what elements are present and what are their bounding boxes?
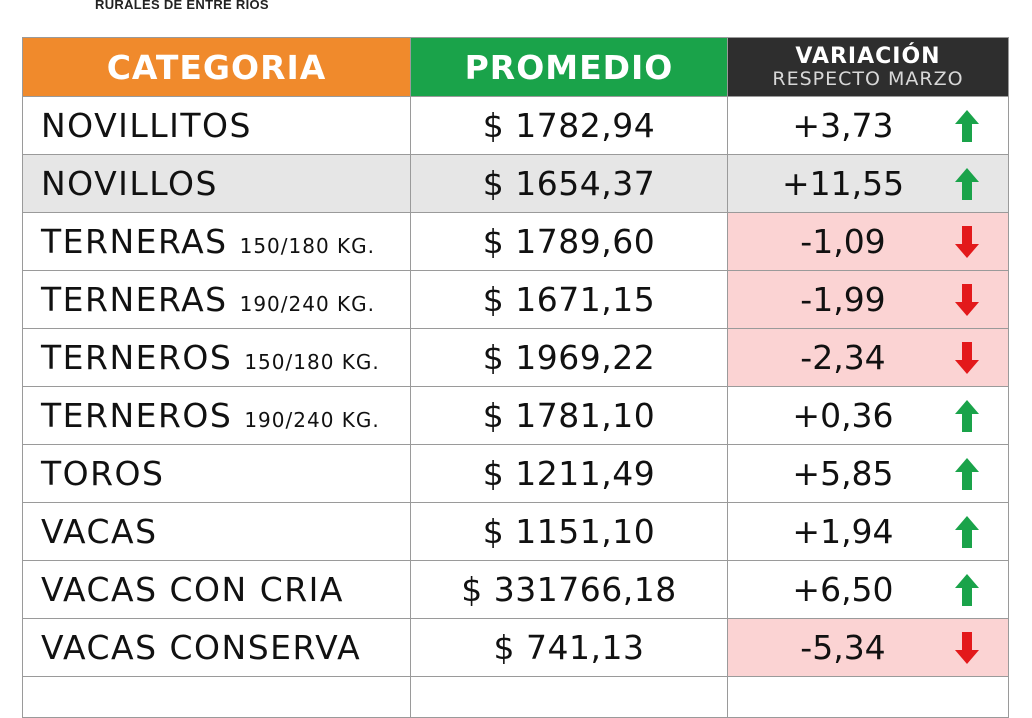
table-row: TOROS $ 1211,49 +5,85 [22,444,1009,503]
variacion-header: VARIACIÓN RESPECTO MARZO [727,37,1009,97]
variacion-value: -1,99 [800,280,886,319]
variacion-title: VARIACIÓN [795,43,941,69]
variacion-value: +5,85 [792,454,894,493]
variacion-cell: +3,73 [727,96,1009,155]
categoria-header: CATEGORIA [22,37,411,97]
variacion-value: +0,36 [792,396,894,435]
categoria-cell: TERNEROS 190/240 KG. [22,386,411,445]
categoria-cell: TERNERAS 150/180 KG. [22,212,411,271]
table-row: VACAS $ 1151,10 +1,94 [22,502,1009,561]
arrow-up-icon [955,109,979,142]
promedio-cell: $ 1969,22 [410,328,728,387]
table-body: NOVILLITOS $ 1782,94 +3,73 NOVILLOS $ 1654,3… [22,96,1009,677]
variacion-cell: +1,94 [727,502,1009,561]
variacion-value: -2,34 [800,338,886,377]
arrow-down-icon [955,283,979,316]
partial-cell [22,676,411,718]
table-row: TERNERAS 190/240 KG. $ 1671,15 -1,99 [22,270,1009,329]
arrow-down-icon [955,225,979,258]
variacion-value: +11,55 [781,164,905,203]
table-row: NOVILLOS $ 1654,37 +11,55 [22,154,1009,213]
variacion-value: -1,09 [800,222,886,261]
arrow-up-icon [955,515,979,548]
promedio-cell: $ 1671,15 [410,270,728,329]
table-row: NOVILLITOS $ 1782,94 +3,73 [22,96,1009,155]
partial-cell [727,676,1009,718]
categoria-label: NOVILLOS [41,164,218,203]
partial-row [22,676,1009,718]
promedio-cell: $ 1151,10 [410,502,728,561]
categoria-cell: VACAS CON CRIA [22,560,411,619]
variacion-cell: +0,36 [727,386,1009,445]
categoria-cell: NOVILLITOS [22,96,411,155]
categoria-cell: VACAS [22,502,411,561]
arrow-down-icon [955,631,979,664]
categoria-cell: TOROS [22,444,411,503]
table-row: TERNEROS 190/240 KG. $ 1781,10 +0,36 [22,386,1009,445]
categoria-weight-range: 150/180 KG. [244,350,380,374]
variacion-cell: -5,34 [727,618,1009,677]
categoria-label: TERNEROS [41,396,233,435]
categoria-label: TOROS [41,454,165,493]
arrow-up-icon [955,167,979,200]
table-row: TERNERAS 150/180 KG. $ 1789,60 -1,09 [22,212,1009,271]
arrow-up-icon [955,457,979,490]
arrow-up-icon [955,399,979,432]
categoria-label: TERNERAS [41,222,228,261]
table-row: VACAS CONSERVA $ 741,13 -5,34 [22,618,1009,677]
promedio-cell: $ 331766,18 [410,560,728,619]
categoria-cell: TERNEROS 150/180 KG. [22,328,411,387]
variacion-value: +6,50 [792,570,894,609]
partial-cell [410,676,728,718]
price-table: CATEGORIA PROMEDIO VARIACIÓN RESPECTO MA… [22,37,1009,718]
source-caption: RURALES DE ENTRE RIOS [95,0,269,12]
categoria-label: NOVILLITOS [41,106,252,145]
promedio-cell: $ 1782,94 [410,96,728,155]
promedio-cell: $ 1781,10 [410,386,728,445]
variacion-cell: +11,55 [727,154,1009,213]
promedio-header: PROMEDIO [410,37,728,97]
table-row: VACAS CON CRIA $ 331766,18 +6,50 [22,560,1009,619]
categoria-label: VACAS CONSERVA [41,628,362,667]
promedio-cell: $ 1211,49 [410,444,728,503]
categoria-label: TERNEROS [41,338,233,377]
promedio-cell: $ 1654,37 [410,154,728,213]
categoria-cell: VACAS CONSERVA [22,618,411,677]
variacion-cell: -2,34 [727,328,1009,387]
variacion-value: -5,34 [800,628,886,667]
arrow-down-icon [955,341,979,374]
table-row: TERNEROS 150/180 KG. $ 1969,22 -2,34 [22,328,1009,387]
variacion-cell: +5,85 [727,444,1009,503]
variacion-value: +3,73 [792,106,894,145]
categoria-label: VACAS [41,512,158,551]
promedio-cell: $ 741,13 [410,618,728,677]
variacion-cell: +6,50 [727,560,1009,619]
categoria-weight-range: 150/180 KG. [239,234,376,258]
categoria-cell: NOVILLOS [22,154,411,213]
variacion-value: +1,94 [792,512,894,551]
variacion-cell: -1,99 [727,270,1009,329]
promedio-cell: $ 1789,60 [410,212,728,271]
header-row: CATEGORIA PROMEDIO VARIACIÓN RESPECTO MA… [22,37,1009,97]
variacion-cell: -1,09 [727,212,1009,271]
categoria-label: VACAS CON CRIA [41,570,344,609]
categoria-weight-range: 190/240 KG. [239,292,376,316]
variacion-subtitle: RESPECTO MARZO [772,67,964,90]
categoria-weight-range: 190/240 KG. [244,408,380,432]
categoria-label: TERNERAS [41,280,228,319]
arrow-up-icon [955,573,979,606]
categoria-cell: TERNERAS 190/240 KG. [22,270,411,329]
